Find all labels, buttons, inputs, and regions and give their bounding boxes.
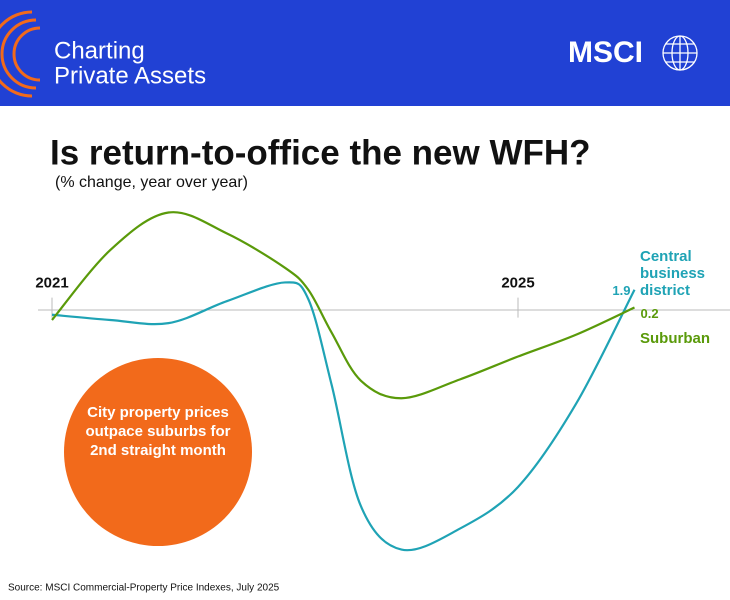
chart-title: Is return-to-office the new WFH? [50, 133, 591, 172]
series-label: Suburban [640, 330, 710, 347]
end-value-label: 1.9 [612, 283, 630, 298]
x-tick-label: 2021 [35, 275, 68, 292]
chart-subtitle: (% change, year over year) [55, 174, 248, 191]
annotation-circle [64, 358, 252, 546]
series-label: Central business district [640, 248, 706, 299]
brand-line2: Private Assets [54, 62, 206, 89]
brand-logo: MSCI [568, 36, 643, 69]
x-tick-label: 2025 [501, 275, 534, 292]
series-line [51, 281, 636, 552]
globe-icon [662, 35, 698, 71]
brand-line1: Charting [54, 37, 145, 64]
end-value-label: 0.2 [641, 306, 659, 321]
logo-arcs [0, 10, 41, 98]
annotation: City property prices outpace suburbs for… [85, 404, 231, 459]
source: Source: MSCI Commercial-Property Price I… [8, 583, 280, 594]
header-band [0, 0, 730, 106]
series-line [51, 211, 635, 400]
